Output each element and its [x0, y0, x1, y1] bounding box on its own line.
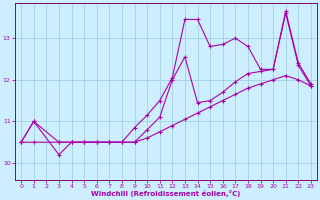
X-axis label: Windchill (Refroidissement éolien,°C): Windchill (Refroidissement éolien,°C): [91, 190, 241, 197]
